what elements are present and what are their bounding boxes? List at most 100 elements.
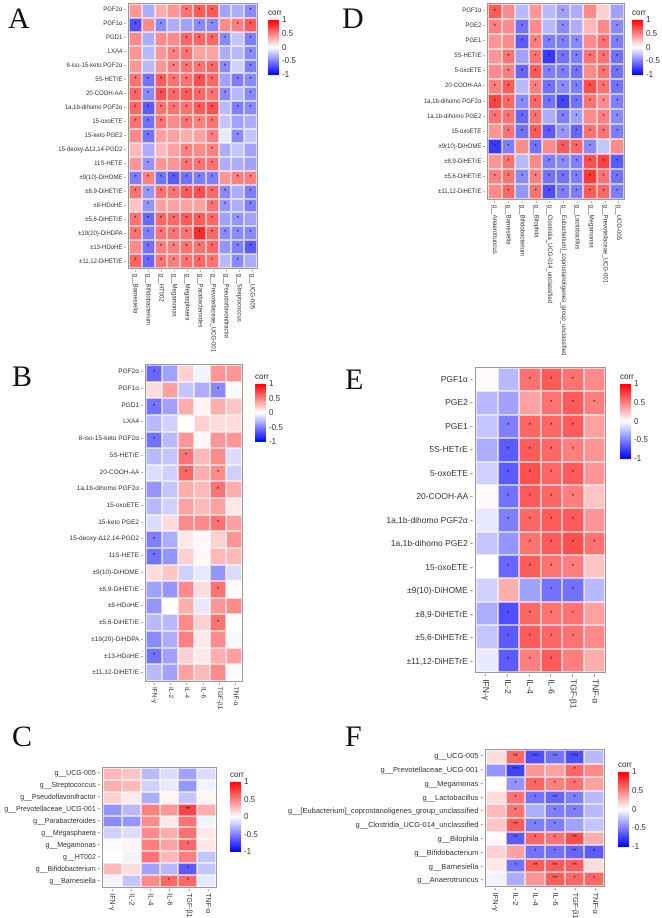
heatmap-cell [226, 498, 242, 515]
legend-tick: 0 [632, 804, 637, 814]
heatmap-cell: * [501, 109, 516, 124]
heatmap-cell [140, 768, 160, 780]
heatmap-cell [193, 45, 206, 60]
heatmap-cell [583, 109, 597, 124]
heatmap-cell: * [540, 438, 562, 462]
heatmap-cell [231, 184, 245, 199]
heatmap-cell: * [210, 381, 226, 399]
heatmap-cell [226, 664, 242, 681]
heatmap-cell [178, 547, 194, 565]
heatmap-cell [476, 648, 498, 672]
heatmap-cell: * [193, 226, 206, 241]
row-label: 20-COOH-AA - [85, 91, 126, 97]
heatmap-cell [476, 438, 498, 462]
heatmap-cell: * [497, 555, 519, 579]
heatmap-cell: * [154, 17, 168, 32]
heatmap-cell [476, 368, 498, 392]
heatmap-cell: * [610, 154, 624, 169]
column-label: - TNF-α [203, 889, 211, 914]
heatmap-cell [476, 625, 498, 649]
heatmap-cell [218, 212, 232, 227]
heatmap-cell [542, 19, 556, 34]
heatmap-cell [162, 365, 178, 382]
row-label: ±5,6-DiHETrE - [85, 217, 126, 223]
heatmap-cell: * [556, 154, 570, 169]
heatmap-cell: * [528, 169, 543, 184]
heatmap-cell [544, 763, 565, 778]
heatmap-cell [103, 863, 122, 876]
legend-gradient-bar [632, 20, 643, 75]
heatmap-cell: * [193, 101, 206, 116]
heatmap-cell: * [244, 87, 257, 102]
heatmap-cell [583, 414, 605, 439]
row-label: g__UCG-005 - [54, 769, 100, 777]
row-label: PGF1α - [462, 7, 485, 14]
heatmap-cell: * [596, 34, 611, 49]
heatmap-cell [178, 498, 194, 515]
heatmap-cell [501, 19, 516, 34]
legend-tick: -0.5 [634, 435, 648, 445]
heatmap-cell: * [180, 170, 193, 185]
legend-tick: 0.5 [646, 28, 658, 38]
heatmap-cell: * [562, 438, 584, 462]
heatmap-cell [167, 115, 181, 130]
heatmap-cell: ** [564, 858, 585, 873]
heatmap-cell [226, 398, 242, 415]
heatmap-cell: * [540, 391, 562, 415]
heatmap-cell [486, 750, 506, 764]
heatmap-cell [178, 815, 198, 828]
row-label: 15-keto PGE2 - [98, 518, 143, 526]
heatmap-cell [244, 129, 257, 143]
heatmap-cell: * [501, 64, 516, 79]
heatmap-cell [178, 631, 194, 648]
heatmap-cell: * [540, 484, 562, 509]
panel-label-b: B [12, 360, 33, 393]
heatmap-cell [154, 31, 168, 46]
heatmap-cell [205, 45, 219, 60]
heatmap-cell: * [180, 31, 193, 46]
heatmap-cell: * [129, 226, 142, 241]
heatmap-cell [486, 872, 506, 886]
row-label: g__Streptococcus - [39, 781, 100, 789]
heatmap-cell [167, 156, 181, 171]
heatmap-cell [140, 875, 160, 887]
column-label: - g__UCG-005 [615, 201, 622, 241]
heatmap-cell: * [205, 129, 219, 143]
column-label: - IL-4 [183, 683, 191, 699]
heatmap-cell [159, 768, 179, 780]
heatmap-cell: * [146, 547, 162, 565]
heatmap-cell [146, 514, 162, 532]
legend-title: corr [268, 8, 282, 17]
heatmap-cell: * [505, 777, 526, 791]
heatmap-cell: * [542, 34, 556, 49]
row-label: ±8,9-DiHETrE - [444, 159, 485, 166]
heatmap-cell [154, 156, 168, 171]
heatmap-cell: * [244, 73, 257, 88]
row-label: PGE1 - [445, 420, 473, 431]
heatmap-cell [197, 768, 216, 780]
legend-gradient-bar [618, 772, 629, 847]
heatmap-cell [226, 365, 242, 382]
column-label: - g__Prevotellaceae_UCG-001 [209, 270, 216, 353]
heatmap-cell [121, 827, 141, 840]
heatmap-cell [162, 464, 178, 482]
heatmap-cell: * [528, 49, 543, 64]
legend-title: corr [632, 8, 646, 17]
heatmap-cell [488, 34, 502, 49]
heatmap-cell: * [544, 845, 565, 859]
heatmap-cell [488, 154, 502, 169]
row-label: ±11,12-DiHETrE - [438, 189, 485, 196]
row-label: g__Megamonas - [45, 842, 100, 850]
heatmap-cell [162, 398, 178, 415]
heatmap-cell [210, 547, 226, 565]
heatmap-cell: * [505, 858, 526, 873]
column-label: - IFN-γ [108, 889, 116, 911]
heatmap-cell [121, 779, 141, 792]
heatmap-cell [519, 578, 541, 602]
row-label: g__Prevotellaceae_UCG-001 - [380, 764, 483, 774]
heatmap-cell [146, 414, 162, 432]
heatmap-cell: * [218, 31, 232, 46]
legend-gradient-bar [268, 20, 279, 75]
heatmap-cell: * [154, 254, 168, 268]
heatmap-cell: * [528, 64, 543, 79]
